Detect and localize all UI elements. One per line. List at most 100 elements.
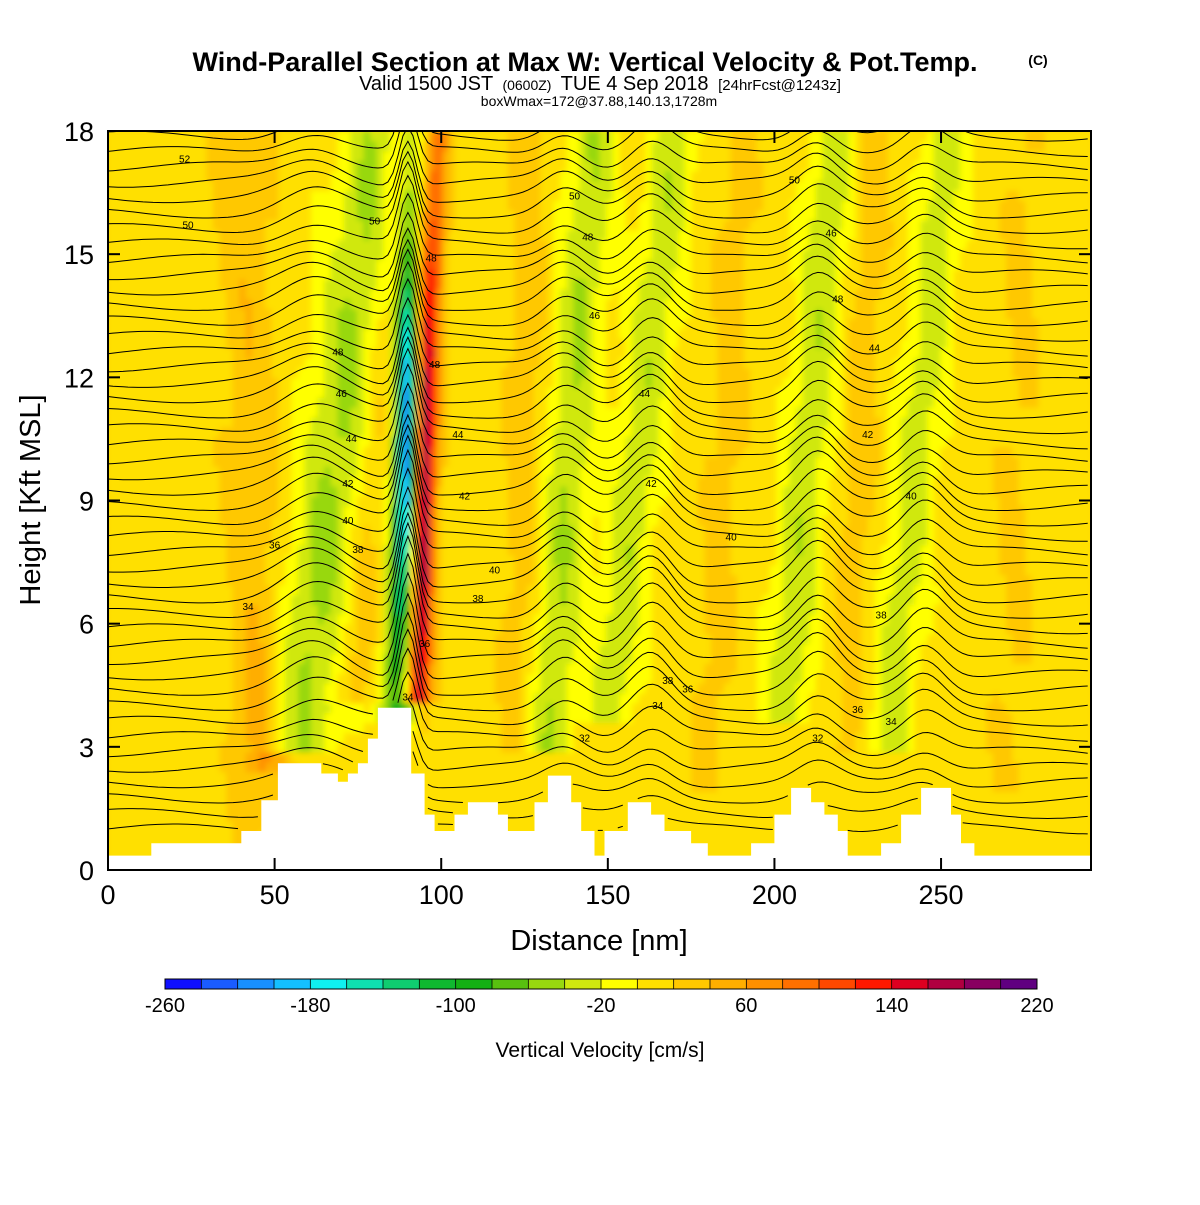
velocity-cell [475, 623, 483, 635]
velocity-cell [186, 150, 194, 162]
velocity-cell [291, 653, 299, 664]
velocity-cell [212, 712, 221, 723]
velocity-cell [520, 613, 529, 625]
velocity-cell [534, 377, 542, 388]
velocity-cell [284, 209, 293, 221]
velocity-cell [534, 781, 542, 792]
velocity-cell [258, 653, 267, 664]
velocity-cell [311, 426, 319, 438]
velocity-cell [337, 761, 345, 773]
velocity-cell [232, 633, 240, 645]
velocity-cell [343, 544, 352, 556]
velocity-cell [507, 357, 516, 369]
velocity-cell [317, 170, 326, 182]
velocity-cell [153, 623, 162, 635]
velocity-cell [134, 259, 142, 270]
velocity-cell [140, 761, 149, 773]
velocity-cell [520, 140, 529, 152]
velocity-cell [475, 140, 483, 152]
velocity-cell [376, 200, 385, 211]
velocity-cell [140, 712, 149, 723]
velocity-cell [304, 180, 312, 191]
velocity-cell [343, 298, 352, 310]
velocity-cell [324, 495, 332, 507]
velocity-cell [540, 771, 548, 783]
velocity-cell [121, 653, 129, 664]
velocity-cell [376, 249, 385, 260]
velocity-cell [245, 712, 253, 723]
velocity-cell [219, 298, 227, 310]
velocity-cell [265, 249, 273, 260]
velocity-cell [317, 328, 326, 339]
velocity-cell [357, 367, 365, 379]
velocity-cell [461, 328, 470, 339]
velocity-cell [206, 229, 214, 241]
velocity-cell [121, 712, 129, 723]
velocity-cell [271, 298, 280, 310]
velocity-cell [534, 771, 542, 783]
velocity-cell [265, 170, 273, 182]
velocity-cell [167, 160, 175, 172]
velocity-cell [514, 781, 522, 792]
velocity-cell [422, 268, 430, 280]
velocity-cell [304, 170, 312, 182]
velocity-cell [108, 200, 116, 211]
velocity-cell [343, 377, 352, 388]
velocity-cell [409, 682, 417, 694]
velocity-cell [167, 584, 175, 595]
velocity-cell [534, 475, 542, 487]
velocity-cell [239, 357, 247, 369]
velocity-cell [153, 278, 162, 290]
velocity-cell [461, 456, 470, 467]
velocity-cell [153, 426, 162, 438]
velocity-cell [481, 229, 489, 241]
velocity-cell [507, 692, 516, 704]
velocity-cell [114, 515, 122, 526]
velocity-cell [199, 722, 208, 733]
velocity-cell [252, 643, 260, 655]
velocity-cell [396, 682, 404, 694]
velocity-cell [199, 298, 208, 310]
velocity-cell [488, 594, 496, 605]
velocity-cell [527, 219, 535, 231]
velocity-cell [416, 712, 424, 723]
velocity-cell [291, 485, 299, 497]
velocity-cell [127, 682, 136, 694]
velocity-cell [232, 416, 240, 428]
velocity-cell [442, 544, 450, 556]
velocity-cell [317, 535, 326, 546]
velocity-cell [219, 781, 227, 792]
velocity-cell [461, 160, 470, 172]
velocity-cell [304, 446, 312, 457]
velocity-cell [468, 613, 476, 625]
velocity-cell [199, 140, 208, 152]
velocity-cell [232, 456, 240, 467]
velocity-cell [147, 544, 155, 556]
velocity-cell [357, 298, 365, 310]
velocity-cell [455, 367, 463, 379]
velocity-cell [258, 268, 267, 280]
velocity-cell [252, 397, 260, 408]
velocity-cell [212, 761, 221, 773]
velocity-cell [147, 741, 155, 753]
velocity-cell [199, 387, 208, 398]
velocity-cell [527, 732, 535, 743]
velocity-cell [127, 200, 136, 211]
velocity-cell [350, 200, 358, 211]
velocity-cell [258, 564, 267, 576]
velocity-cell [501, 367, 509, 379]
velocity-cell [429, 761, 437, 773]
velocity-cell [488, 653, 496, 664]
velocity-cell [475, 259, 483, 270]
velocity-cell [153, 318, 162, 329]
velocity-cell [284, 259, 293, 270]
velocity-cell [376, 594, 385, 605]
velocity-cell [232, 170, 240, 182]
velocity-cell [494, 643, 502, 655]
velocity-cell [180, 594, 188, 605]
velocity-cell [108, 278, 116, 290]
velocity-cell [206, 692, 214, 704]
velocity-cell [520, 495, 529, 507]
velocity-cell [429, 722, 437, 733]
velocity-cell [212, 574, 221, 586]
